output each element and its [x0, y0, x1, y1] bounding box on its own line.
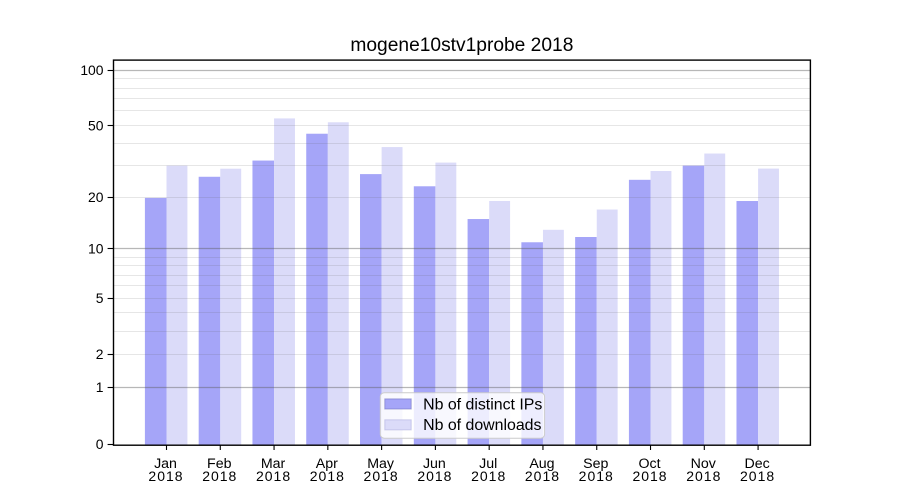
svg-text:2018: 2018 — [148, 468, 183, 484]
svg-text:2018: 2018 — [686, 468, 721, 484]
svg-text:2018: 2018 — [310, 468, 345, 484]
svg-text:2018: 2018 — [740, 468, 775, 484]
svg-text:0: 0 — [96, 436, 104, 452]
svg-text:Aug: Aug — [529, 456, 554, 472]
svg-text:1: 1 — [96, 379, 104, 395]
svg-text:2018: 2018 — [256, 468, 291, 484]
svg-text:Sep: Sep — [583, 456, 608, 472]
svg-text:2018: 2018 — [525, 468, 560, 484]
svg-text:Nb of distinct IPs: Nb of distinct IPs — [423, 397, 542, 414]
svg-text:Jul: Jul — [479, 456, 497, 472]
svg-text:10: 10 — [88, 240, 104, 256]
svg-text:2018: 2018 — [471, 468, 506, 484]
svg-text:Jan: Jan — [154, 456, 177, 472]
svg-text:Mar: Mar — [261, 456, 286, 472]
svg-text:5: 5 — [96, 290, 104, 306]
svg-text:Dec: Dec — [744, 456, 769, 472]
svg-text:20: 20 — [88, 189, 104, 205]
svg-text:May: May — [367, 456, 395, 472]
svg-text:Feb: Feb — [207, 456, 232, 472]
svg-text:Nb of downloads: Nb of downloads — [423, 417, 541, 434]
svg-text:Jun: Jun — [423, 456, 446, 472]
svg-text:Nov: Nov — [691, 456, 717, 472]
svg-text:2: 2 — [96, 346, 104, 362]
svg-text:2018: 2018 — [364, 468, 399, 484]
svg-text:2018: 2018 — [202, 468, 237, 484]
svg-text:2018: 2018 — [579, 468, 614, 484]
svg-text:Apr: Apr — [316, 456, 338, 472]
svg-text:mogene10stv1probe 2018: mogene10stv1probe 2018 — [350, 35, 573, 56]
svg-text:50: 50 — [88, 117, 104, 133]
svg-text:Oct: Oct — [638, 456, 660, 472]
svg-text:2018: 2018 — [632, 468, 667, 484]
svg-text:2018: 2018 — [417, 468, 452, 484]
svg-text:100: 100 — [80, 62, 103, 78]
